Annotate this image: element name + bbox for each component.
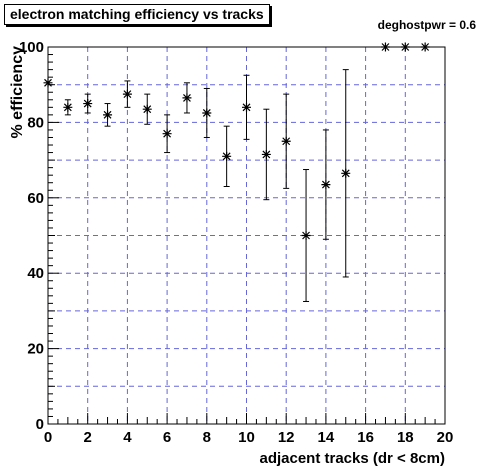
y-tick-label: 60 [27,190,44,207]
x-tick-label: 14 [318,429,335,446]
data-point [380,42,390,52]
x-tick-label: 12 [278,429,295,446]
chart-annotation: deghostpwr = 0.6 [377,18,476,32]
data-point [281,93,291,189]
asterisk-marker [222,151,232,161]
data-point [400,42,410,52]
data-points [43,42,430,302]
asterisk-marker [242,102,251,112]
data-point [321,129,331,240]
asterisk-marker [281,136,291,146]
asterisk-marker [122,89,132,99]
data-point [222,125,232,187]
data-point [103,103,113,127]
asterisk-marker [103,110,113,120]
asterisk-marker [142,104,152,114]
y-tick-label: 40 [27,265,44,282]
data-point [43,78,53,88]
chart-title: electron matching efficiency vs tracks [4,4,270,25]
x-tick-label: 4 [123,429,132,446]
data-point [122,80,132,108]
x-axis-label: adjacent tracks (dr < 8cm) [259,450,445,467]
data-point [63,99,73,116]
data-point [162,114,172,154]
y-tick-label: 0 [36,416,44,433]
x-tick-label: 0 [44,429,52,446]
data-point [420,42,430,52]
y-tick-label: 20 [27,341,44,358]
data-point [341,69,351,278]
asterisk-marker [321,180,331,190]
asterisk-marker [341,168,351,178]
asterisk-marker [182,93,192,103]
x-tick-label: 6 [163,429,171,446]
asterisk-marker [202,108,212,118]
y-tick-label: 100 [19,39,44,56]
data-point [83,93,93,114]
x-tick-label: 10 [238,429,255,446]
asterisk-marker [301,231,311,240]
asterisk-marker [420,42,430,52]
x-tick-label: 20 [437,429,454,446]
asterisk-marker [43,78,53,88]
x-tick-label: 8 [203,429,211,446]
y-axis-label: % efficiency [9,46,26,139]
data-point [261,108,271,201]
asterisk-marker [261,149,271,159]
asterisk-marker [162,129,172,139]
data-point [142,93,152,125]
asterisk-marker [63,102,73,112]
y-tick-label: 80 [27,114,44,131]
data-point [242,74,251,140]
asterisk-marker [400,42,410,52]
tick-labels: 0 2 4 6 8 10 12 14 16 18 20 0 20 40 60 80 100 [19,39,453,446]
asterisk-marker [380,42,390,52]
asterisk-marker [83,99,93,109]
x-tick-label: 16 [357,429,374,446]
data-point [301,169,311,302]
data-point [182,82,192,114]
data-point [202,87,212,138]
x-tick-label: 18 [397,429,414,446]
axes [47,46,446,425]
x-tick-label: 2 [84,429,92,446]
